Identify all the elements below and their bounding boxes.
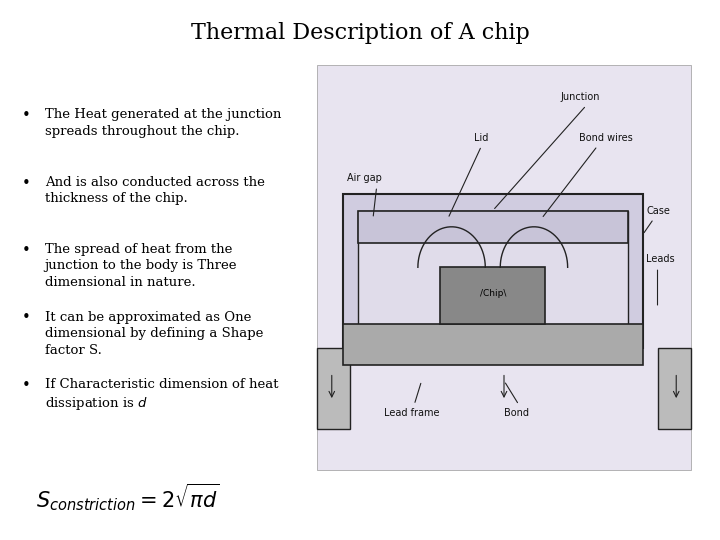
Text: Case: Case [647,206,670,215]
Text: Lead frame: Lead frame [384,408,440,418]
Bar [343,324,642,365]
Bar [441,267,545,324]
Text: Air gap: Air gap [347,173,382,183]
Text: Bond: Bond [504,408,529,418]
Text: •: • [22,108,30,123]
Text: Junction: Junction [560,92,600,102]
Text: Thermal Description of A chip: Thermal Description of A chip [191,22,529,44]
Bar [343,194,642,348]
Text: Lid: Lid [474,133,488,143]
Text: The spread of heat from the
junction to the body is Three
dimensional in nature.: The spread of heat from the junction to … [45,243,237,289]
Text: •: • [22,310,30,326]
Bar [358,211,628,243]
Text: It can be approximated as One
dimensional by defining a Shape
factor S.: It can be approximated as One dimensiona… [45,310,263,356]
Bar [317,65,691,470]
Text: •: • [22,176,30,191]
Text: •: • [22,243,30,258]
Text: Leads: Leads [647,254,675,264]
Text: /Chip\: /Chip\ [480,289,506,298]
Text: If Characteristic dimension of heat
dissipation is $\mathit{d}$: If Characteristic dimension of heat diss… [45,378,278,412]
Bar [657,348,691,429]
Text: Bond wires: Bond wires [579,133,633,143]
Text: The Heat generated at the junction
spreads throughout the chip.: The Heat generated at the junction sprea… [45,108,281,138]
Text: And is also conducted across the
thickness of the chip.: And is also conducted across the thickne… [45,176,264,205]
Bar [317,348,351,429]
Text: $S_{constriction} = 2\sqrt{\pi d}$: $S_{constriction} = 2\sqrt{\pi d}$ [36,481,220,513]
Text: •: • [22,378,30,393]
Bar [358,211,628,332]
